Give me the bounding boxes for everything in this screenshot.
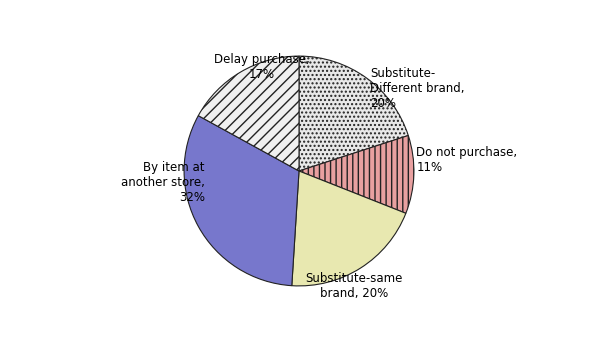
Text: By item at
another store,
32%: By item at another store, 32% bbox=[121, 161, 205, 204]
Wedge shape bbox=[292, 171, 406, 286]
Wedge shape bbox=[184, 116, 299, 286]
Text: Delay purchase,
17%: Delay purchase, 17% bbox=[214, 53, 310, 81]
Wedge shape bbox=[199, 56, 299, 171]
Text: Substitute-
Different brand,
20%: Substitute- Different brand, 20% bbox=[370, 67, 465, 110]
Text: Do not purchase,
11%: Do not purchase, 11% bbox=[416, 145, 517, 173]
Wedge shape bbox=[299, 135, 414, 213]
Text: Substitute-same
brand, 20%: Substitute-same brand, 20% bbox=[306, 272, 403, 300]
Wedge shape bbox=[299, 56, 408, 171]
